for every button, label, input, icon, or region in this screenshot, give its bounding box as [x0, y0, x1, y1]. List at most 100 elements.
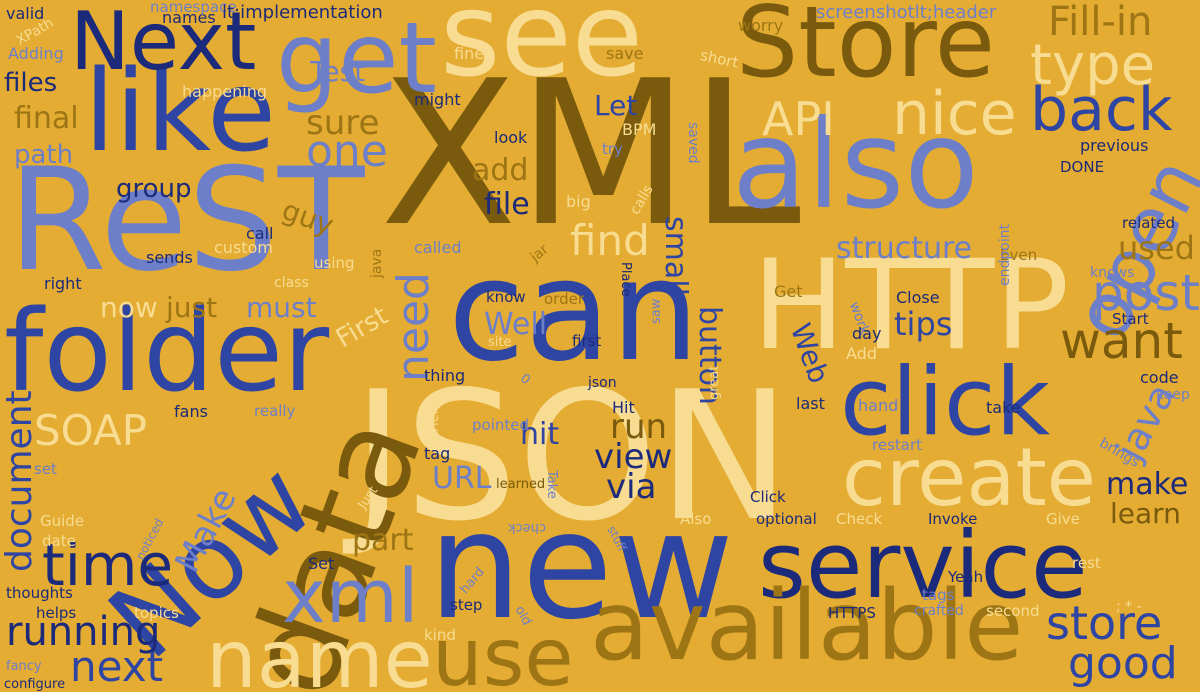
word-next-big: Next: [70, 0, 257, 88]
word-give: rest: [1072, 554, 1101, 572]
word-add-small: Add: [846, 344, 877, 363]
word-service: service: [758, 512, 1088, 619]
word-kind: step: [450, 596, 483, 614]
word-tag: learned: [496, 477, 546, 492]
word-saw: site: [488, 335, 512, 350]
word-thoughts: helps: [36, 604, 77, 622]
word-also: also: [732, 94, 979, 236]
word-endpoint: endpoint: [997, 223, 1013, 286]
word-folder: folder: [4, 287, 330, 417]
word-just-big: just: [166, 291, 218, 324]
word-used: used: [1118, 229, 1195, 267]
word-file: file: [484, 187, 530, 222]
word-fancy: configure: [4, 677, 66, 692]
word-java-small: java: [369, 248, 385, 278]
word-topics: fancy: [6, 659, 42, 674]
word-also-small: Click: [750, 488, 786, 506]
word-first-small: thing: [424, 366, 466, 385]
word-invoke: Give: [1046, 510, 1080, 528]
word-view: view: [594, 437, 673, 477]
word-see: see: [440, 0, 644, 103]
word-use: use: [432, 611, 574, 692]
word-type: type: [1030, 33, 1156, 98]
word-well: Well: [484, 307, 548, 342]
word-optional: Check: [836, 510, 883, 528]
word-learned: Take: [544, 470, 559, 499]
word-part: part: [352, 523, 414, 558]
word-structure: structure: [836, 231, 973, 266]
word-post: post: [1092, 264, 1200, 322]
word-time: time: [42, 531, 174, 599]
word-restart: restart: [872, 436, 923, 454]
word-tags: crafted: [914, 603, 964, 619]
word-even: Even: [1000, 246, 1038, 264]
word-hit: hit: [520, 417, 560, 452]
word-yeah: tags: [922, 586, 955, 604]
word-tips: tips: [894, 305, 953, 343]
word-previous: previous: [1080, 136, 1149, 155]
word-want: want: [1060, 312, 1183, 370]
word-order: Place: [618, 262, 633, 297]
word-just-small: Guide: [40, 512, 85, 530]
word-files: files: [4, 68, 58, 98]
word-test-small: using: [314, 254, 355, 272]
word-place: saw: [649, 298, 664, 324]
word-now-small: now: [100, 291, 158, 324]
word-make: make: [1106, 467, 1189, 502]
word-json: JSON: [352, 353, 791, 560]
word-hello: pointed: [472, 416, 530, 434]
word-called: called: [414, 238, 462, 257]
word-big: big: [566, 192, 591, 211]
word-set-small: thoughts: [6, 584, 73, 602]
word-related: related: [1122, 214, 1176, 232]
word-close: Close: [896, 288, 940, 307]
word-fine: fine: [454, 44, 485, 63]
word-json-small: fans: [174, 402, 208, 421]
word-helps: topics: [134, 604, 179, 622]
word-valid: valid: [6, 4, 45, 23]
word-click-small: optional: [756, 510, 817, 528]
word-via: via: [606, 467, 657, 507]
word-second: ; * -: [1116, 599, 1142, 615]
word-fans: really: [254, 402, 296, 420]
word-zero: json: [588, 375, 617, 391]
word-can: can: [448, 230, 700, 393]
word-learn: learn: [1110, 497, 1181, 530]
word-xml: XML: [380, 38, 801, 271]
word-click: click: [840, 348, 1051, 457]
word-start: Start: [1112, 310, 1149, 328]
word-done: DONE: [1060, 158, 1105, 176]
word-store-big: Store: [736, 0, 996, 100]
word-crafted: HTTPS: [828, 604, 876, 622]
word-know: order: [544, 290, 584, 308]
word-happening: happening: [182, 82, 267, 101]
word-last: last: [796, 394, 825, 413]
word-take: take: [986, 398, 1021, 417]
word-running: running: [6, 609, 161, 655]
word-find: find: [570, 216, 650, 265]
word-guide: date: [42, 532, 76, 550]
word-name: name: [206, 613, 433, 692]
word-set: tag: [424, 444, 451, 463]
word-https: second: [986, 602, 1040, 620]
word-noticed: Set: [308, 554, 335, 573]
word-xml-lower: xml: [282, 554, 419, 640]
word-url: URL: [432, 461, 492, 496]
word-get-small: Get: [774, 282, 803, 301]
word-must: must: [246, 291, 317, 324]
word-back: back: [1030, 75, 1173, 145]
word-add: add: [472, 153, 529, 188]
word-using: know: [486, 288, 526, 306]
word-call: call: [246, 224, 274, 243]
word-save: save: [606, 44, 644, 63]
word-old: check: [507, 520, 546, 535]
word-code: code: [1140, 368, 1179, 387]
word-class: class: [274, 275, 309, 291]
word-create: create: [842, 431, 1096, 524]
word-get: get: [276, 2, 437, 116]
word-implementation: lt;implementation: [222, 2, 383, 23]
word-rest-small: Yeah: [948, 568, 984, 586]
word-rest: ReST: [8, 138, 365, 303]
word-day: day: [852, 324, 882, 343]
word-great: great: [707, 365, 722, 400]
